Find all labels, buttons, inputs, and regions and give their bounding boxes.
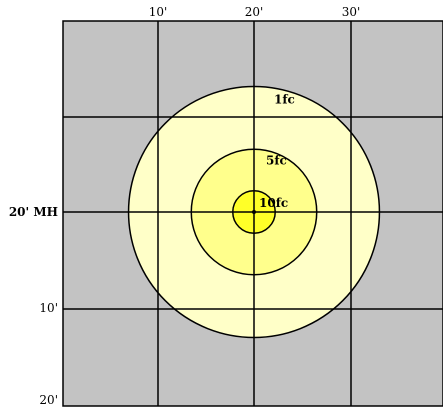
left-axis-label-10: 10' [39, 301, 58, 315]
top-axis-label-10: 10' [149, 5, 168, 19]
top-axis-label-20: 20' [245, 5, 264, 19]
mounting-height-label: 20' MH [9, 205, 58, 219]
fixture-center-marker [252, 210, 256, 214]
left-axis-label-20: 20' [39, 393, 58, 407]
top-axis-label-30: 30' [342, 5, 361, 19]
isoline-label-10fc: 10fc [259, 196, 288, 210]
isoline-label-1fc: 1fc [274, 93, 295, 107]
isoline-label-5fc: 5fc [266, 153, 287, 167]
